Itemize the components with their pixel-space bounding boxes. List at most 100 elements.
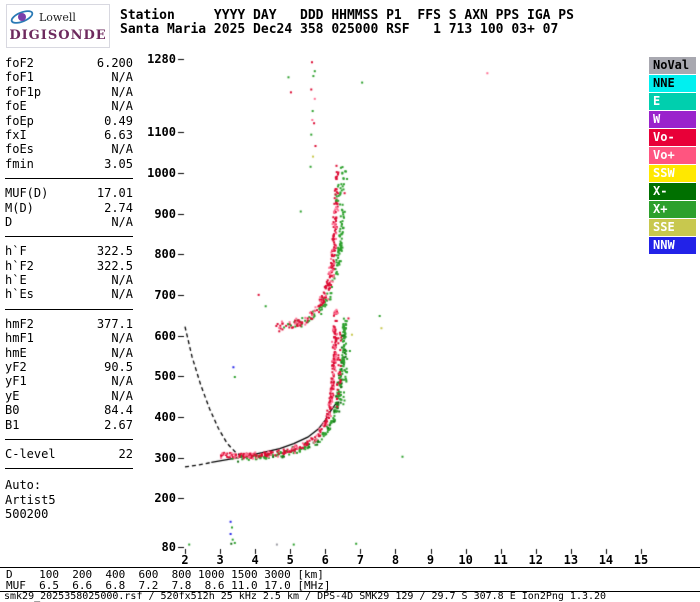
- legend-item-x: X+: [649, 201, 696, 218]
- panel-group: foF2 6.200 foF1 N/A foF1p N/A foE N/A foEp 0.49 fx…: [5, 56, 133, 171]
- param-row-foep: foEp 0.49: [5, 114, 133, 128]
- param-value: N/A: [111, 84, 133, 99]
- y-axis-tick-label: 500: [154, 369, 176, 384]
- param-label: yF1: [5, 374, 27, 389]
- param-row-mufd: MUF(D) 17.01: [5, 186, 133, 200]
- x-axis-tick-label: 13: [563, 553, 579, 567]
- panel-separator: [5, 468, 133, 470]
- param-value: 2.74: [104, 200, 133, 215]
- y-axis-tick-label: 200: [154, 491, 176, 506]
- x-axis-tick-label: 7: [356, 553, 364, 567]
- legend-item-vo: Vo-: [649, 129, 696, 146]
- param-label: foEs: [5, 142, 34, 157]
- x-axis-tick-label: 12: [528, 553, 543, 567]
- y-axis-tick-label: 700: [154, 287, 176, 302]
- param-label: h`Es: [5, 287, 34, 302]
- param-value: N/A: [111, 331, 133, 346]
- panel-separator: [5, 438, 133, 440]
- panel-group: MUF(D) 17.01 M(D) 2.74 D N/A: [5, 186, 133, 229]
- param-value: N/A: [111, 388, 133, 403]
- param-row-clevel: C-level 22: [5, 447, 133, 461]
- param-label: MUF(D): [5, 186, 49, 201]
- param-row-fxi: fxI 6.63: [5, 128, 133, 142]
- x-axis-tick-label: 11: [493, 553, 508, 567]
- param-row-md: M(D) 2.74: [5, 201, 133, 215]
- header-values-row: Santa Maria 2025 Dec24 358 025000 RSF 1 …: [120, 22, 559, 37]
- legend-item-ssw: SSW: [649, 165, 696, 182]
- param-value: N/A: [111, 345, 133, 360]
- x-axis-tick-label: 6: [321, 553, 329, 567]
- logo-digisonde-text: DIGISONDE: [9, 28, 107, 43]
- param-row-fmin: fmin 3.05: [5, 157, 133, 171]
- param-label: yF2: [5, 360, 27, 375]
- legend-item-nne: NNE: [649, 75, 696, 92]
- param-value: N/A: [111, 273, 133, 288]
- parameter-panel: foF2 6.200 foF1 N/A foF1p N/A foE N/A foEp 0.49 fx…: [5, 56, 133, 522]
- param-label: fmin: [5, 156, 34, 171]
- logo-top-row: Lowell: [9, 7, 107, 27]
- panel-separator: [5, 178, 133, 180]
- x-axis-tick-label: 15: [633, 553, 649, 567]
- param-value: 84.4: [104, 403, 133, 418]
- legend-item-e: E: [649, 93, 696, 110]
- param-row-hes: h`Es N/A: [5, 287, 133, 301]
- param-label: fxI: [5, 127, 27, 142]
- param-row-yf1: yF1 N/A: [5, 374, 133, 388]
- x-axis-tick-label: 5: [286, 553, 294, 567]
- param-value: 377.1: [96, 316, 133, 331]
- panel-group: hmF2 377.1 hmF1 N/A hmE N/A yF2 90.5 yF1 N/A yE N/A…: [5, 317, 133, 432]
- param-label: h`F: [5, 244, 27, 259]
- param-row-artist5: Artist5: [5, 493, 133, 507]
- separator-above-status-bar: [0, 591, 700, 592]
- y-axis-tick-label: 900: [154, 206, 176, 221]
- param-label: 500200: [5, 507, 49, 522]
- param-label: h`E: [5, 273, 27, 288]
- x-axis-tick-label: 2: [181, 553, 189, 567]
- legend-item-nnw: NNW: [649, 237, 696, 254]
- param-value: 2.67: [104, 417, 133, 432]
- status-bar: smk29_2025358025000.rsf / 520fx512h 25 k…: [4, 591, 607, 602]
- param-row-b1: B1 2.67: [5, 418, 133, 432]
- legend-item-vo: Vo+: [649, 147, 696, 164]
- param-label: B0: [5, 403, 20, 418]
- param-label: yE: [5, 388, 20, 403]
- y-axis-tick-label: 80: [161, 540, 176, 554]
- param-label: D: [5, 214, 13, 229]
- param-row-foe: foE N/A: [5, 99, 133, 113]
- legend-item-noval: NoVal: [649, 57, 696, 74]
- legend-item-sse: SSE: [649, 219, 696, 236]
- param-value: N/A: [111, 214, 133, 229]
- param-row-yf2: yF2 90.5: [5, 360, 133, 374]
- param-label: foE: [5, 99, 27, 114]
- param-value: 3.05: [104, 156, 133, 171]
- param-value: 17.01: [96, 186, 133, 201]
- orbit-swirl-icon: [10, 10, 34, 24]
- param-row-hf2: h`F2 322.5: [5, 259, 133, 273]
- panel-separator: [5, 308, 133, 310]
- param-row-500200: 500200: [5, 507, 133, 521]
- distance-row: D 100 200 400 600 800 1000 1500 3000 [km…: [6, 568, 324, 581]
- x-axis-tick-label: 10: [458, 553, 473, 567]
- x-axis-tick-label: 8: [391, 553, 400, 567]
- param-row-hmf2: hmF2 377.1: [5, 317, 133, 331]
- param-row-hme: hmE N/A: [5, 346, 133, 360]
- param-row-ye: yE N/A: [5, 389, 133, 403]
- muf-row: MUF 6.5 6.6 6.8 7.2 7.8 8.6 11.0 17.0 [M…: [6, 579, 331, 592]
- panel-separator: [5, 236, 133, 238]
- param-value: N/A: [111, 99, 133, 114]
- param-label: hmE: [5, 345, 27, 360]
- param-row-hf: h`F 322.5: [5, 244, 133, 258]
- panel-group: Auto: Artist5 500200: [5, 478, 133, 521]
- param-row-foes: foEs N/A: [5, 142, 133, 156]
- param-label: Auto:: [5, 478, 42, 493]
- x-axis-tick-label: 3: [216, 553, 224, 567]
- y-axis-tick-label: 400: [154, 409, 176, 424]
- param-value: 322.5: [96, 258, 133, 273]
- param-value: 6.63: [104, 127, 133, 142]
- panel-group: C-level 22: [5, 447, 133, 461]
- x-axis-tick-label: 4: [251, 553, 259, 567]
- header-fields-row: Station YYYY DAY DDD HHMMSS P1 FFS S AXN…: [120, 8, 574, 23]
- panel-group: h`F 322.5 h`F2 322.5 h`E N/A h`Es N/A: [5, 244, 133, 302]
- param-label: hmF1: [5, 331, 34, 346]
